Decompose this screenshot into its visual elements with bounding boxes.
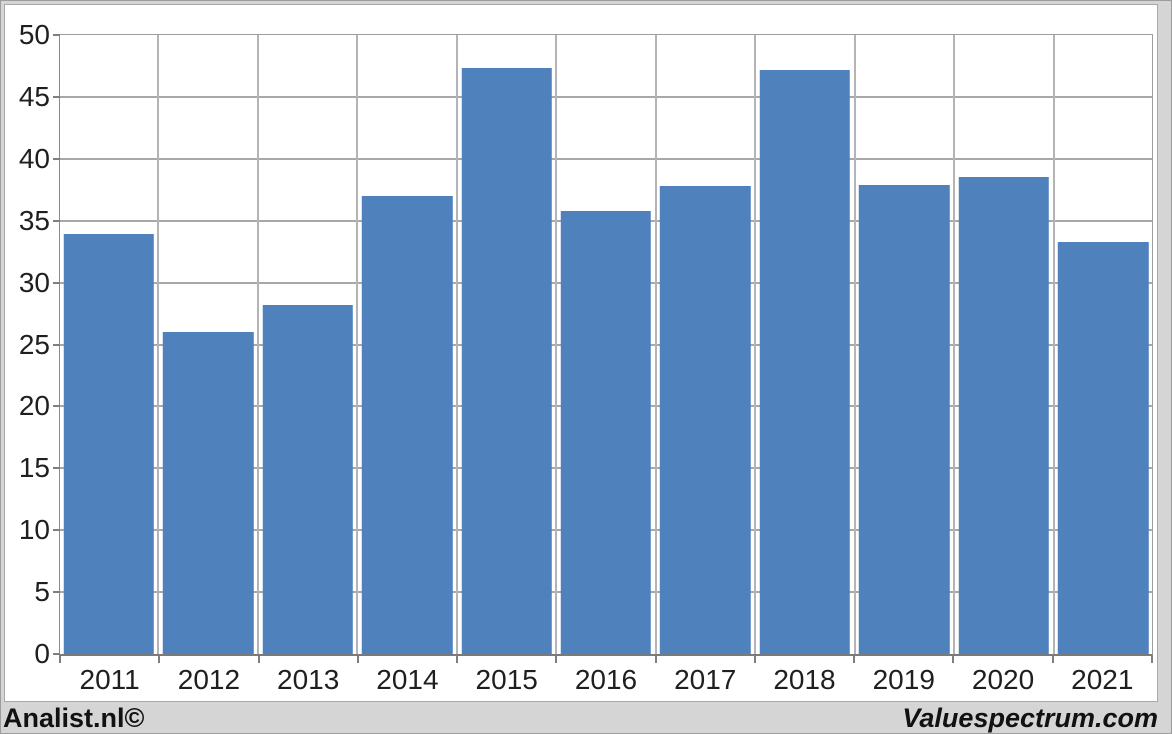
x-axis-tick-2 xyxy=(257,656,260,663)
y-axis-tick-5 xyxy=(53,591,60,594)
category-slot-2018 xyxy=(756,35,856,654)
x-axis-label-2019: 2019 xyxy=(872,664,935,695)
y-axis-tick-0 xyxy=(53,653,60,655)
x-axis-tick-11 xyxy=(1151,656,1153,663)
x-axis-tick-1 xyxy=(158,656,161,663)
plot-area xyxy=(59,34,1153,656)
category-slot-2015 xyxy=(458,35,558,654)
chart-panel: 0 5 10 15 20 25 30 35 40 45 50 2011 2012 2013 2014 201… xyxy=(4,4,1158,702)
category-slot-2011 xyxy=(60,35,160,654)
y-axis-label-45: 45 xyxy=(18,80,50,112)
y-axis-tick-50 xyxy=(53,34,60,36)
y-axis-label-20: 20 xyxy=(18,390,50,422)
category-slot-2016 xyxy=(557,35,657,654)
category-slot-2017 xyxy=(657,35,757,654)
category-slot-2014 xyxy=(358,35,458,654)
footer-brand-analist: Analist.nl© xyxy=(3,703,145,733)
y-axis-label-25: 25 xyxy=(18,328,50,360)
bar-2014 xyxy=(361,195,453,654)
x-axis-tick-6 xyxy=(654,656,657,663)
x-axis-label-2017: 2017 xyxy=(674,664,737,695)
x-axis-labels: 2011 2012 2013 2014 2015 2016 2017 2018 2019 2020… xyxy=(60,665,1152,695)
x-axis-tick-9 xyxy=(952,656,955,663)
y-axis-tick-35 xyxy=(53,219,60,222)
bar-2012 xyxy=(162,332,254,654)
y-axis-tick-40 xyxy=(53,157,60,160)
x-axis-label-2015: 2015 xyxy=(475,664,538,695)
x-axis-tick-5 xyxy=(555,656,558,663)
x-axis-label-2013: 2013 xyxy=(277,664,340,695)
y-axis-label-15: 15 xyxy=(18,452,50,484)
x-axis-label-2011: 2011 xyxy=(79,664,140,695)
y-axis-tick-20 xyxy=(53,405,60,408)
x-axis-label-2014: 2014 xyxy=(376,664,439,695)
bar-2015 xyxy=(461,68,552,654)
footer-strip: Analist.nl© Valuespectrum.com xyxy=(1,702,1171,734)
bar-2020 xyxy=(958,177,1050,654)
bars-layer xyxy=(60,35,1152,654)
category-slot-2019 xyxy=(856,35,956,654)
x-axis-tick-3 xyxy=(356,656,359,663)
x-axis-label-2020: 2020 xyxy=(971,664,1035,695)
gridline-y-45 xyxy=(60,95,1152,98)
x-axis-label-2021: 2021 xyxy=(1071,664,1134,695)
x-axis-tick-10 xyxy=(1051,656,1054,663)
y-axis-label-0: 0 xyxy=(34,638,50,669)
y-axis-label-35: 35 xyxy=(18,204,50,236)
bar-2019 xyxy=(859,184,950,654)
footer-brand-valuespectrum: Valuespectrum.com xyxy=(902,703,1158,733)
y-axis-tick-15 xyxy=(53,467,60,470)
y-axis-tick-25 xyxy=(53,343,60,346)
category-slot-2020 xyxy=(955,35,1055,654)
x-axis-label-2016: 2016 xyxy=(574,664,638,695)
bar-2021 xyxy=(1058,241,1149,654)
y-axis-label-5: 5 xyxy=(34,576,50,608)
x-axis-tick-8 xyxy=(853,656,856,663)
bar-2011 xyxy=(63,234,154,654)
x-axis-tick-0 xyxy=(59,656,61,663)
category-slot-2013 xyxy=(259,35,359,654)
bar-2016 xyxy=(560,210,652,654)
bar-2017 xyxy=(660,186,751,654)
x-axis-label-2012: 2012 xyxy=(177,664,241,695)
bar-2018 xyxy=(759,69,851,654)
x-axis-tick-7 xyxy=(753,656,756,663)
y-axis-label-10: 10 xyxy=(18,514,50,546)
x-axis-tick-4 xyxy=(456,656,459,663)
gridline-y-40 xyxy=(60,157,1152,160)
bar-2013 xyxy=(262,304,353,654)
y-axis-tick-30 xyxy=(53,281,60,284)
y-axis-label-40: 40 xyxy=(18,142,50,174)
y-axis-tick-45 xyxy=(53,95,60,98)
category-slot-2012 xyxy=(159,35,259,654)
y-axis-label-30: 30 xyxy=(18,266,50,298)
category-slot-2021 xyxy=(1055,35,1152,654)
y-axis-label-50: 50 xyxy=(18,19,50,50)
x-axis-label-2018: 2018 xyxy=(773,664,836,695)
y-axis-tick-10 xyxy=(53,529,60,532)
